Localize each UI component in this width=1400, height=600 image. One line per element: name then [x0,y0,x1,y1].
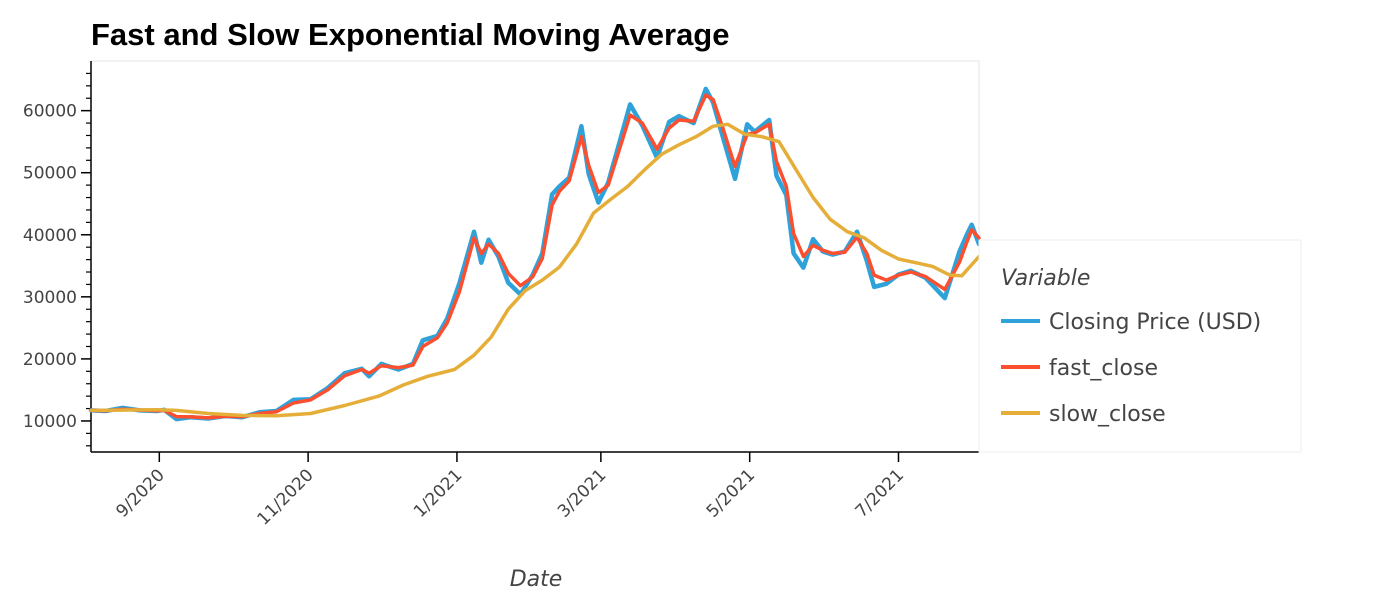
x-tick-label: 7/2021 [852,465,908,521]
y-tick-label: 50000 [23,164,77,184]
y-axis: 10000 20000 30000 40000 50000 60000 [23,61,92,452]
x-tick-label: 9/2020 [112,465,168,521]
legend: Variable Closing Price (USD) fast_closesl… [978,239,1302,453]
legend-title: Variable [1001,266,1090,291]
legend-label: fast_close [1049,356,1158,381]
y-tick-label: 20000 [23,350,77,370]
series-layer [88,86,982,422]
series-line-fast-close [89,93,981,420]
x-tick-label: 3/2021 [554,465,610,521]
x-tick-label: 5/2021 [703,465,759,521]
y-tick-label: 10000 [23,412,77,432]
x-tick-label: 11/2020 [254,465,318,529]
y-tick-label: 30000 [23,288,77,308]
y-tick-label: 40000 [23,226,77,246]
legend-box [978,239,1302,453]
y-tick-label: 60000 [23,102,77,122]
x-axis: 9/2020 11/2020 1/2021 3/2021 5/2021 7/2021 [91,451,979,529]
chart-title: Fast and Slow Exponential Moving Average [91,17,729,52]
legend-label: Closing Price (USD) [1049,310,1261,335]
x-tick-label: 1/2021 [410,465,466,521]
series-line-slow-close [89,122,981,418]
x-axis-label: Date [510,567,563,592]
legend-label: slow_close [1049,402,1166,427]
plot-area [90,60,980,453]
